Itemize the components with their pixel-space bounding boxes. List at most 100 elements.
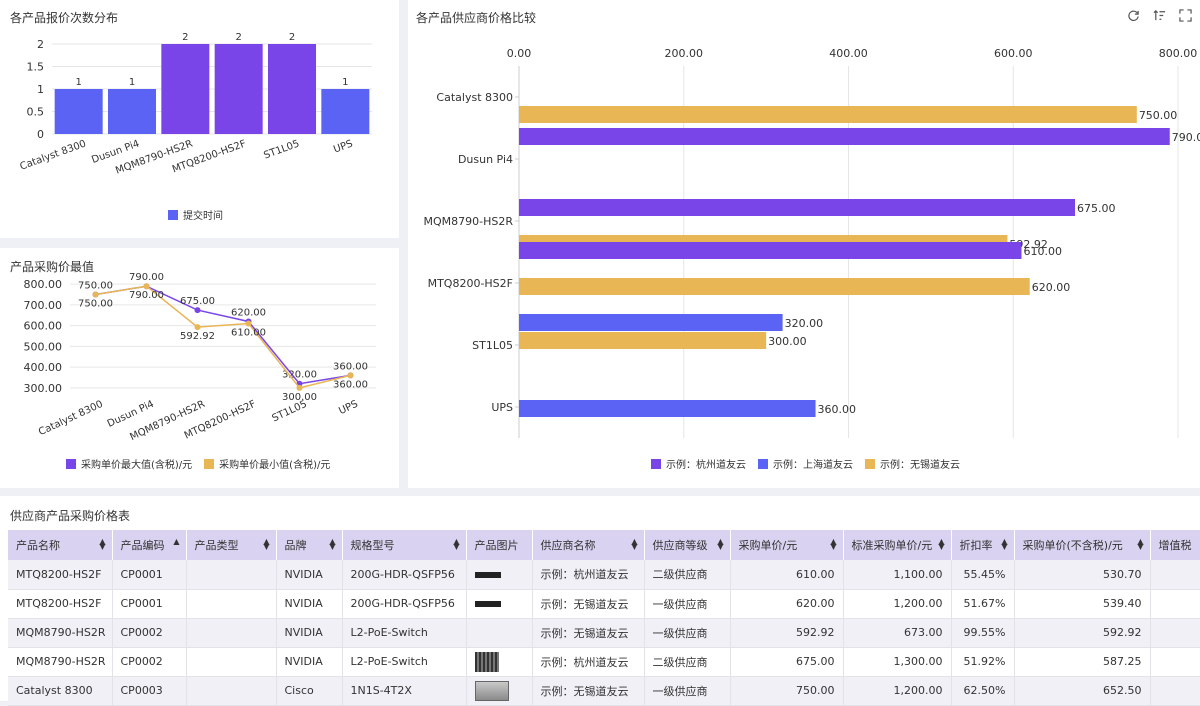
column-header[interactable]: 产品类型 ▲ ▼	[186, 530, 277, 560]
supplier-compare-panel: 各产品供应商价格比较 0.00 200.00 400.00 600.00 800.00 C…	[408, 0, 1200, 488]
column-header[interactable]: 折扣率 ▲ ▼	[951, 530, 1015, 560]
series-line	[95, 285, 351, 389]
cell-type	[186, 560, 277, 590]
legend-item[interactable]: 示例：上海道友云	[758, 456, 853, 471]
column-header[interactable]: 增值税	[1150, 530, 1200, 560]
column-header[interactable]: 规格型号 ▲ ▼	[342, 530, 467, 560]
series-point	[194, 307, 201, 314]
cell-price-ex-tax: 530.70	[1014, 560, 1151, 590]
refresh-icon[interactable]	[1126, 8, 1140, 22]
table-row[interactable]: MTQ8200-HS2F CP0001 NVIDIA 200G-HDR-QSFP56 示…	[8, 589, 1200, 619]
series-point	[92, 291, 99, 298]
column-header-label: 产品类型	[194, 539, 239, 552]
column-header[interactable]: 标准采购单价/元 ▲ ▼	[843, 530, 952, 560]
legend-swatch	[66, 458, 76, 469]
sort-icon[interactable]: ▲ ▼	[938, 537, 945, 551]
bar	[214, 44, 263, 134]
y-tick-label: 1	[37, 83, 44, 96]
legend-item[interactable]: 提交时间	[168, 207, 223, 222]
y-tick-label: 800.00	[24, 278, 63, 291]
product-image[interactable]	[474, 680, 509, 701]
legend-item[interactable]: 示例：杭州道友云	[651, 456, 746, 471]
y-tick-label: 500.00	[24, 340, 63, 353]
product-image[interactable]	[474, 601, 501, 607]
sort-asc-icon[interactable]: ▲	[173, 537, 180, 546]
column-header-label: 产品编码	[120, 539, 165, 552]
cell-spec: 200G-HDR-QSFP56	[342, 589, 467, 619]
legend-swatch	[865, 458, 875, 469]
sort-icon[interactable]	[1152, 8, 1166, 22]
sort-icon[interactable]: ▲ ▼	[99, 537, 106, 551]
point-value-label: 610.00	[231, 328, 266, 339]
cell-vat	[1150, 589, 1200, 619]
column-header-label: 采购单价(不含税)/元	[1022, 539, 1123, 552]
panel-title: 各产品供应商价格比较	[416, 11, 537, 25]
column-header[interactable]: 产品编码 ▲	[112, 530, 187, 560]
x-tick-label: Catalyst 8300	[19, 138, 88, 172]
sort-icon[interactable]: ▲ ▼	[453, 537, 460, 551]
series-point	[245, 320, 252, 327]
cell-price-ex-tax: 539.40	[1014, 589, 1151, 619]
column-header[interactable]: 采购单价(不含税)/元 ▲ ▼	[1014, 530, 1151, 560]
y-tick-label: Dusun Pi4	[458, 153, 513, 166]
bar	[54, 89, 103, 134]
cell-supplier: 示例：杭州道友云	[532, 647, 645, 677]
table-row[interactable]: MQM8790-HS2R CP0002 NVIDIA L2-PoE-Switch 示例：…	[8, 647, 1200, 677]
chart-legend: 采购单价最大值(含税)/元 采购单价最小值(含税)/元	[66, 456, 330, 471]
sort-icon[interactable]: ▲ ▼	[717, 537, 724, 551]
column-header[interactable]: 供应商等级 ▲ ▼	[644, 530, 731, 560]
column-header-label: 品牌	[284, 539, 307, 552]
x-tick-label: 600.00	[994, 47, 1033, 60]
cell-brand: NVIDIA	[276, 560, 343, 590]
cell-name: MTQ8200-HS2F	[8, 589, 113, 619]
x-tick-label: 800.00	[1159, 47, 1198, 60]
fullscreen-icon[interactable]	[1178, 8, 1192, 22]
cell-image	[466, 618, 533, 648]
column-header-label: 增值税	[1158, 539, 1192, 552]
table-row[interactable]: MQM8790-HS2R CP0002 NVIDIA L2-PoE-Switch 示例：…	[8, 618, 1200, 648]
legend-item[interactable]: 示例：无锡道友云	[865, 456, 960, 471]
sort-icon[interactable]: ▲ ▼	[1001, 537, 1008, 551]
table-row[interactable]: MTQ8200-HS2F CP0001 NVIDIA 200G-HDR-QSFP56 示…	[8, 560, 1200, 590]
point-value-label: 675.00	[180, 296, 215, 307]
series-point	[143, 283, 150, 290]
sort-icon[interactable]: ▲ ▼	[631, 537, 638, 551]
sort-icon[interactable]: ▲ ▼	[329, 537, 336, 551]
cell-discount: 51.92%	[951, 647, 1015, 677]
legend-item[interactable]: 采购单价最小值(含税)/元	[204, 456, 330, 471]
panel-title: 各产品报价次数分布	[10, 11, 119, 25]
product-image[interactable]	[474, 651, 499, 672]
cell-price-ex-tax: 592.92	[1014, 618, 1151, 648]
x-tick-label: Catalyst 8300	[37, 399, 105, 438]
point-value-label: 620.00	[231, 307, 266, 318]
product-image[interactable]	[474, 571, 501, 578]
cell-price: 675.00	[730, 647, 844, 677]
cell-type	[186, 589, 277, 619]
sort-icon[interactable]: ▲ ▼	[263, 537, 270, 551]
bar-value-label: 750.00	[1139, 109, 1178, 122]
bar	[519, 128, 1170, 145]
cell-spec: 200G-HDR-QSFP56	[342, 560, 467, 590]
cell-price: 592.92	[730, 618, 844, 648]
cell-price: 610.00	[730, 560, 844, 590]
column-header[interactable]: 产品图片	[466, 530, 533, 560]
legend-item[interactable]: 采购单价最大值(含税)/元	[66, 456, 192, 471]
sort-icon[interactable]: ▲ ▼	[830, 537, 837, 551]
y-tick-label: 0.5	[27, 106, 45, 119]
sort-icon[interactable]: ▲ ▼	[1137, 537, 1144, 551]
legend-label: 示例：上海道友云	[773, 460, 853, 471]
column-header[interactable]: 供应商名称 ▲ ▼	[532, 530, 645, 560]
column-header[interactable]: 采购单价/元 ▲ ▼	[730, 530, 844, 560]
y-tick-label: UPS	[491, 401, 513, 414]
cell-std-price: 1,100.00	[843, 560, 952, 590]
column-header[interactable]: 产品名称 ▲ ▼	[8, 530, 113, 560]
legend-swatch	[651, 458, 661, 469]
chart-toolbar	[1126, 8, 1192, 22]
column-header-label: 采购单价/元	[738, 539, 798, 552]
column-header[interactable]: 品牌 ▲ ▼	[276, 530, 343, 560]
panel-title: 供应商产品采购价格表	[10, 509, 131, 523]
bar-value-label: 620.00	[1032, 281, 1071, 294]
cell-level: 二级供应商	[644, 560, 731, 590]
cell-type	[186, 647, 277, 677]
